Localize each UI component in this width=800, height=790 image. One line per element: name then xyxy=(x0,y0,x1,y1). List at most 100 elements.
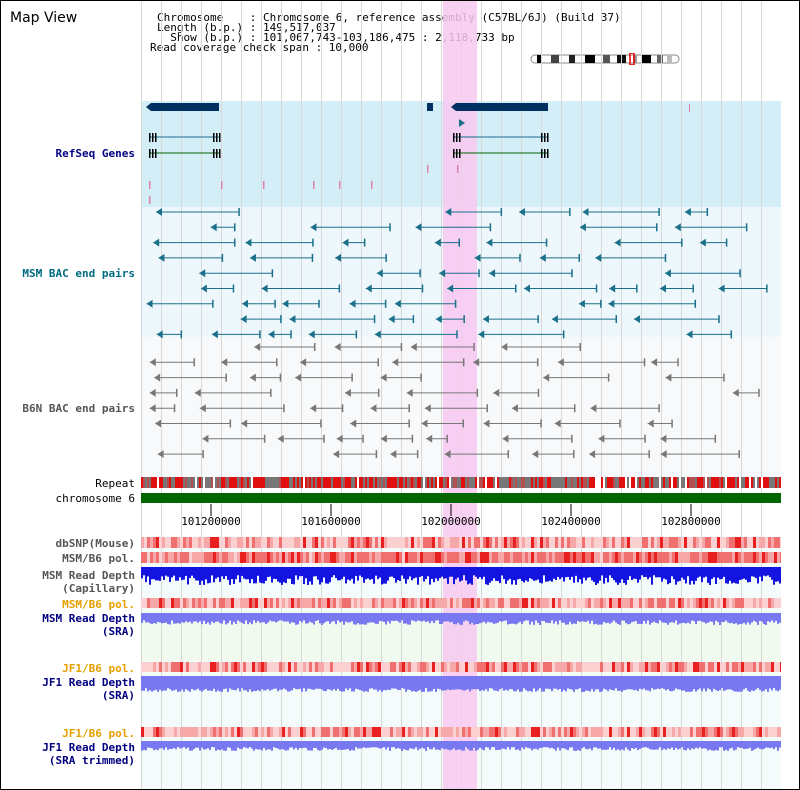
msm-capillary-depth-bar xyxy=(221,567,223,577)
msm-b6-pol-cell xyxy=(636,552,639,563)
repeat-segment xyxy=(647,477,649,488)
msm-capillary-depth-bar xyxy=(241,567,243,576)
msm-sra-depth-bar xyxy=(607,613,609,623)
jf1-b6-pol-cell xyxy=(501,727,504,737)
jf1-b6-pol-cell xyxy=(147,662,150,672)
jf1-sra-depth-bar xyxy=(411,676,413,692)
jf1-sra-depth-bar xyxy=(559,676,561,689)
repeat-segment xyxy=(529,477,531,488)
repeat-segment xyxy=(251,477,253,488)
repeat-segment xyxy=(409,477,411,488)
b6n-bac-end xyxy=(270,388,272,397)
repeat-segment xyxy=(457,477,459,488)
msm-sra-depth-bar xyxy=(509,613,511,624)
jf1-sra-depth-bar xyxy=(651,676,653,689)
repeat-segment xyxy=(341,477,343,488)
jf1-sra-depth-bar xyxy=(767,676,769,692)
msm-sra-depth-bar xyxy=(417,613,419,621)
jf1-trim-depth-bar xyxy=(231,741,233,751)
repeat-segment xyxy=(469,477,471,488)
jf1-sra-depth-bar xyxy=(493,676,495,691)
label-jf1-depth-trim: JF1 Read Depth xyxy=(42,741,135,754)
repeat-segment xyxy=(613,477,615,488)
jf1-b6-pol-cell xyxy=(270,727,273,737)
repeat-segment xyxy=(207,477,209,488)
msm-bac-end xyxy=(268,330,275,339)
axis-tick-label: 101600000 xyxy=(301,515,361,528)
jf1-sra-depth-bar xyxy=(631,676,633,690)
repeat-segment xyxy=(215,477,217,488)
repeat-segment xyxy=(701,477,703,488)
msm-sra-depth-bar xyxy=(757,613,759,625)
msm-b6-pol-cell xyxy=(156,552,159,563)
msm-b6-pol-cell xyxy=(417,552,420,563)
jf1-b6-pol-cell xyxy=(312,727,315,737)
jf1-trim-depth-bar xyxy=(577,741,579,750)
dbsnp-cell xyxy=(177,537,180,548)
jf1-b6-pol-cell xyxy=(204,727,207,737)
jf1-trim-depth-bar xyxy=(207,741,209,749)
msm-b6-pol-cell xyxy=(678,552,681,563)
jf1-b6-pol-cell xyxy=(297,727,300,737)
repeat-segment xyxy=(745,477,747,488)
msm-bac-end xyxy=(312,238,314,247)
repeat-segment xyxy=(553,477,555,488)
repeat-segment xyxy=(769,477,771,488)
jf1-b6-pol-cell xyxy=(648,727,651,737)
msm-capillary-depth-bar xyxy=(349,567,351,581)
msm-bac-end xyxy=(335,253,342,262)
jf1-sra-depth-bar xyxy=(637,676,639,692)
msm-sra-depth-bar xyxy=(701,613,703,622)
msm-sra-depth-bar xyxy=(451,613,453,622)
jf1-sra-depth-bar xyxy=(211,676,213,691)
dbsnp-cell xyxy=(672,537,675,548)
genome-viewer[interactable]: 101200000 101600000 102000000 102400000 1028… xyxy=(141,1,781,790)
msm-b6-pol-cell xyxy=(186,598,189,608)
dbsnp-cell xyxy=(666,537,669,548)
msm-capillary-depth-bar xyxy=(771,567,773,580)
jf1-sra-depth-bar xyxy=(249,676,251,690)
msm-capillary-depth-bar xyxy=(553,567,555,579)
msm-b6-pol-cell xyxy=(453,552,456,563)
b6n-bac-end xyxy=(532,450,539,459)
jf1-b6-pol-cell xyxy=(246,727,249,737)
label-msm-depth-sra-sub: (SRA) xyxy=(101,625,135,638)
msm-b6-pol-cell xyxy=(702,598,705,608)
msm-bac-end xyxy=(421,284,424,293)
dbsnp-cell xyxy=(237,537,240,548)
msm-capillary-depth-bar xyxy=(257,567,259,576)
jf1-trim-depth-bar xyxy=(771,741,773,748)
jf1-b6-pol-cell xyxy=(327,662,330,672)
msm-b6-pol-cell xyxy=(711,598,714,608)
jf1-b6-pol-cell xyxy=(675,727,678,737)
msm-sra-depth-bar xyxy=(723,613,725,622)
msm-sra-depth-bar xyxy=(411,613,413,621)
msm-b6-pol-cell xyxy=(366,552,369,563)
repeat-segment xyxy=(159,477,161,488)
jf1-trim-depth-bar xyxy=(145,741,147,751)
jf1-b6-pol-cell xyxy=(375,662,378,672)
msm-capillary-depth-bar xyxy=(187,567,189,585)
msm-capillary-depth-bar xyxy=(595,567,597,585)
jf1-b6-pol-cell xyxy=(288,727,291,737)
msm-capillary-depth-bar xyxy=(661,567,663,582)
msm-capillary-depth-bar xyxy=(431,567,433,579)
jf1-b6-pol-cell xyxy=(552,662,555,672)
jf1-sra-depth-bar xyxy=(385,676,387,691)
repeat-segment xyxy=(273,477,275,488)
dbsnp-cell xyxy=(309,537,312,548)
msm-sra-depth-bar xyxy=(183,613,185,623)
jf1-trim-depth-bar xyxy=(321,741,323,750)
msm-b6-pol-cell xyxy=(648,598,651,608)
b6n-bac-end xyxy=(473,343,475,351)
msm-b6-pol-cell xyxy=(750,552,753,563)
jf1-b6-pol-cell xyxy=(171,662,174,672)
msm-b6-pol-cell xyxy=(627,552,630,563)
jf1-b6-pol-cell xyxy=(738,727,741,737)
jf1-sra-depth-bar xyxy=(507,676,509,691)
dbsnp-cell xyxy=(153,537,156,548)
msm-capillary-depth-bar xyxy=(493,567,495,579)
msm-capillary-depth-bar xyxy=(723,567,725,577)
msm-capillary-depth-bar xyxy=(475,567,477,577)
msm-capillary-depth-bar xyxy=(623,567,625,583)
